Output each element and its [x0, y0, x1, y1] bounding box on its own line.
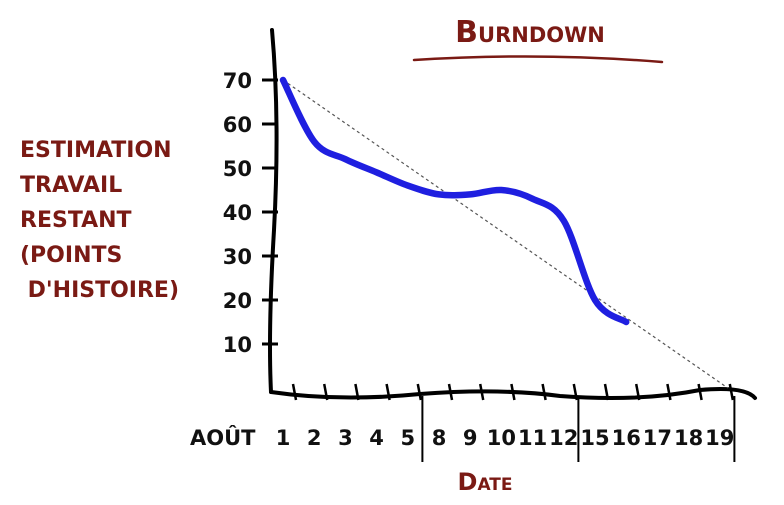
x-tick-mark	[447, 383, 454, 401]
data-point	[561, 218, 567, 224]
data-point	[498, 187, 504, 193]
data-point	[530, 196, 536, 202]
y-axis-label-line: D'HISTOIRE)	[20, 278, 179, 303]
data-point	[374, 169, 380, 175]
x-tick-mark	[385, 383, 391, 401]
x-tick-mark	[697, 383, 703, 401]
data-point	[467, 191, 473, 197]
x-tick-mark	[666, 383, 672, 401]
data-points	[280, 77, 629, 325]
data-point	[436, 191, 442, 197]
data-point	[405, 183, 411, 189]
x-tick-mark	[603, 383, 610, 401]
x-tick-label: 5	[400, 426, 415, 450]
y-axis-label: ESTIMATION TRAVAIL RESTANT (POINTS D'HISTOI…	[20, 138, 179, 303]
x-tick-mark	[634, 383, 641, 401]
y-tick-label: 10	[223, 333, 252, 357]
x-tick-label: 16	[612, 426, 641, 450]
x-tick-mark	[354, 383, 360, 401]
x-tick-label: 4	[369, 426, 384, 450]
x-tick-label: 19	[705, 426, 734, 450]
y-axis-label-line: (POINTS	[20, 243, 122, 268]
y-tick-label: 70	[223, 69, 252, 93]
ideal-burndown-line	[282, 79, 729, 389]
title-underline	[412, 55, 664, 64]
actual-burndown-line	[279, 76, 630, 326]
y-tick-label: 40	[223, 201, 252, 225]
y-tick-label: 50	[223, 157, 252, 181]
data-point	[623, 319, 629, 325]
data-point	[311, 139, 317, 145]
x-axis-prefix: AOÛT	[190, 425, 256, 450]
x-tick-label: 17	[643, 426, 672, 450]
y-tick-label: 60	[223, 113, 252, 137]
y-axis-label-line: RESTANT	[20, 208, 132, 233]
x-tick-label: 10	[487, 426, 516, 450]
x-tick-mark	[322, 383, 329, 401]
x-tick-label: 9	[463, 426, 478, 450]
y-tick-label: 30	[223, 245, 252, 269]
x-tick-mark	[510, 383, 516, 401]
week-separators	[421, 396, 736, 462]
x-tick-label: 15	[580, 426, 609, 450]
y-axis-label-line: TRAVAIL	[20, 173, 122, 198]
x-axis-label: Date	[458, 468, 513, 496]
data-point	[280, 77, 286, 83]
x-tick-label: 18	[674, 426, 703, 450]
x-ticks: 1 2 3 4 5 8 9 10 11 12 15 16 17 18 19	[276, 383, 735, 450]
x-tick-label: 8	[432, 426, 447, 450]
x-tick-mark	[478, 383, 485, 401]
x-tick-label: 1	[276, 426, 291, 450]
x-tick-mark	[416, 383, 423, 401]
x-tick-mark	[291, 383, 298, 401]
y-tick-label: 20	[223, 289, 252, 313]
x-tick-mark	[572, 383, 579, 401]
data-point	[592, 297, 598, 303]
y-axis-label-line: ESTIMATION	[20, 138, 172, 163]
x-tick-label: 12	[549, 426, 578, 450]
x-tick-label: 3	[338, 426, 353, 450]
x-tick-mark	[541, 383, 547, 401]
chart-title: Burndown	[455, 15, 605, 50]
data-point	[342, 156, 348, 162]
y-axis-line	[268, 28, 279, 394]
y-ticks: 10 20 30 40 50 60 70	[223, 69, 278, 357]
x-tick-label: 11	[518, 426, 547, 450]
x-tick-label: 2	[307, 426, 322, 450]
x-tick-mark	[728, 383, 735, 401]
